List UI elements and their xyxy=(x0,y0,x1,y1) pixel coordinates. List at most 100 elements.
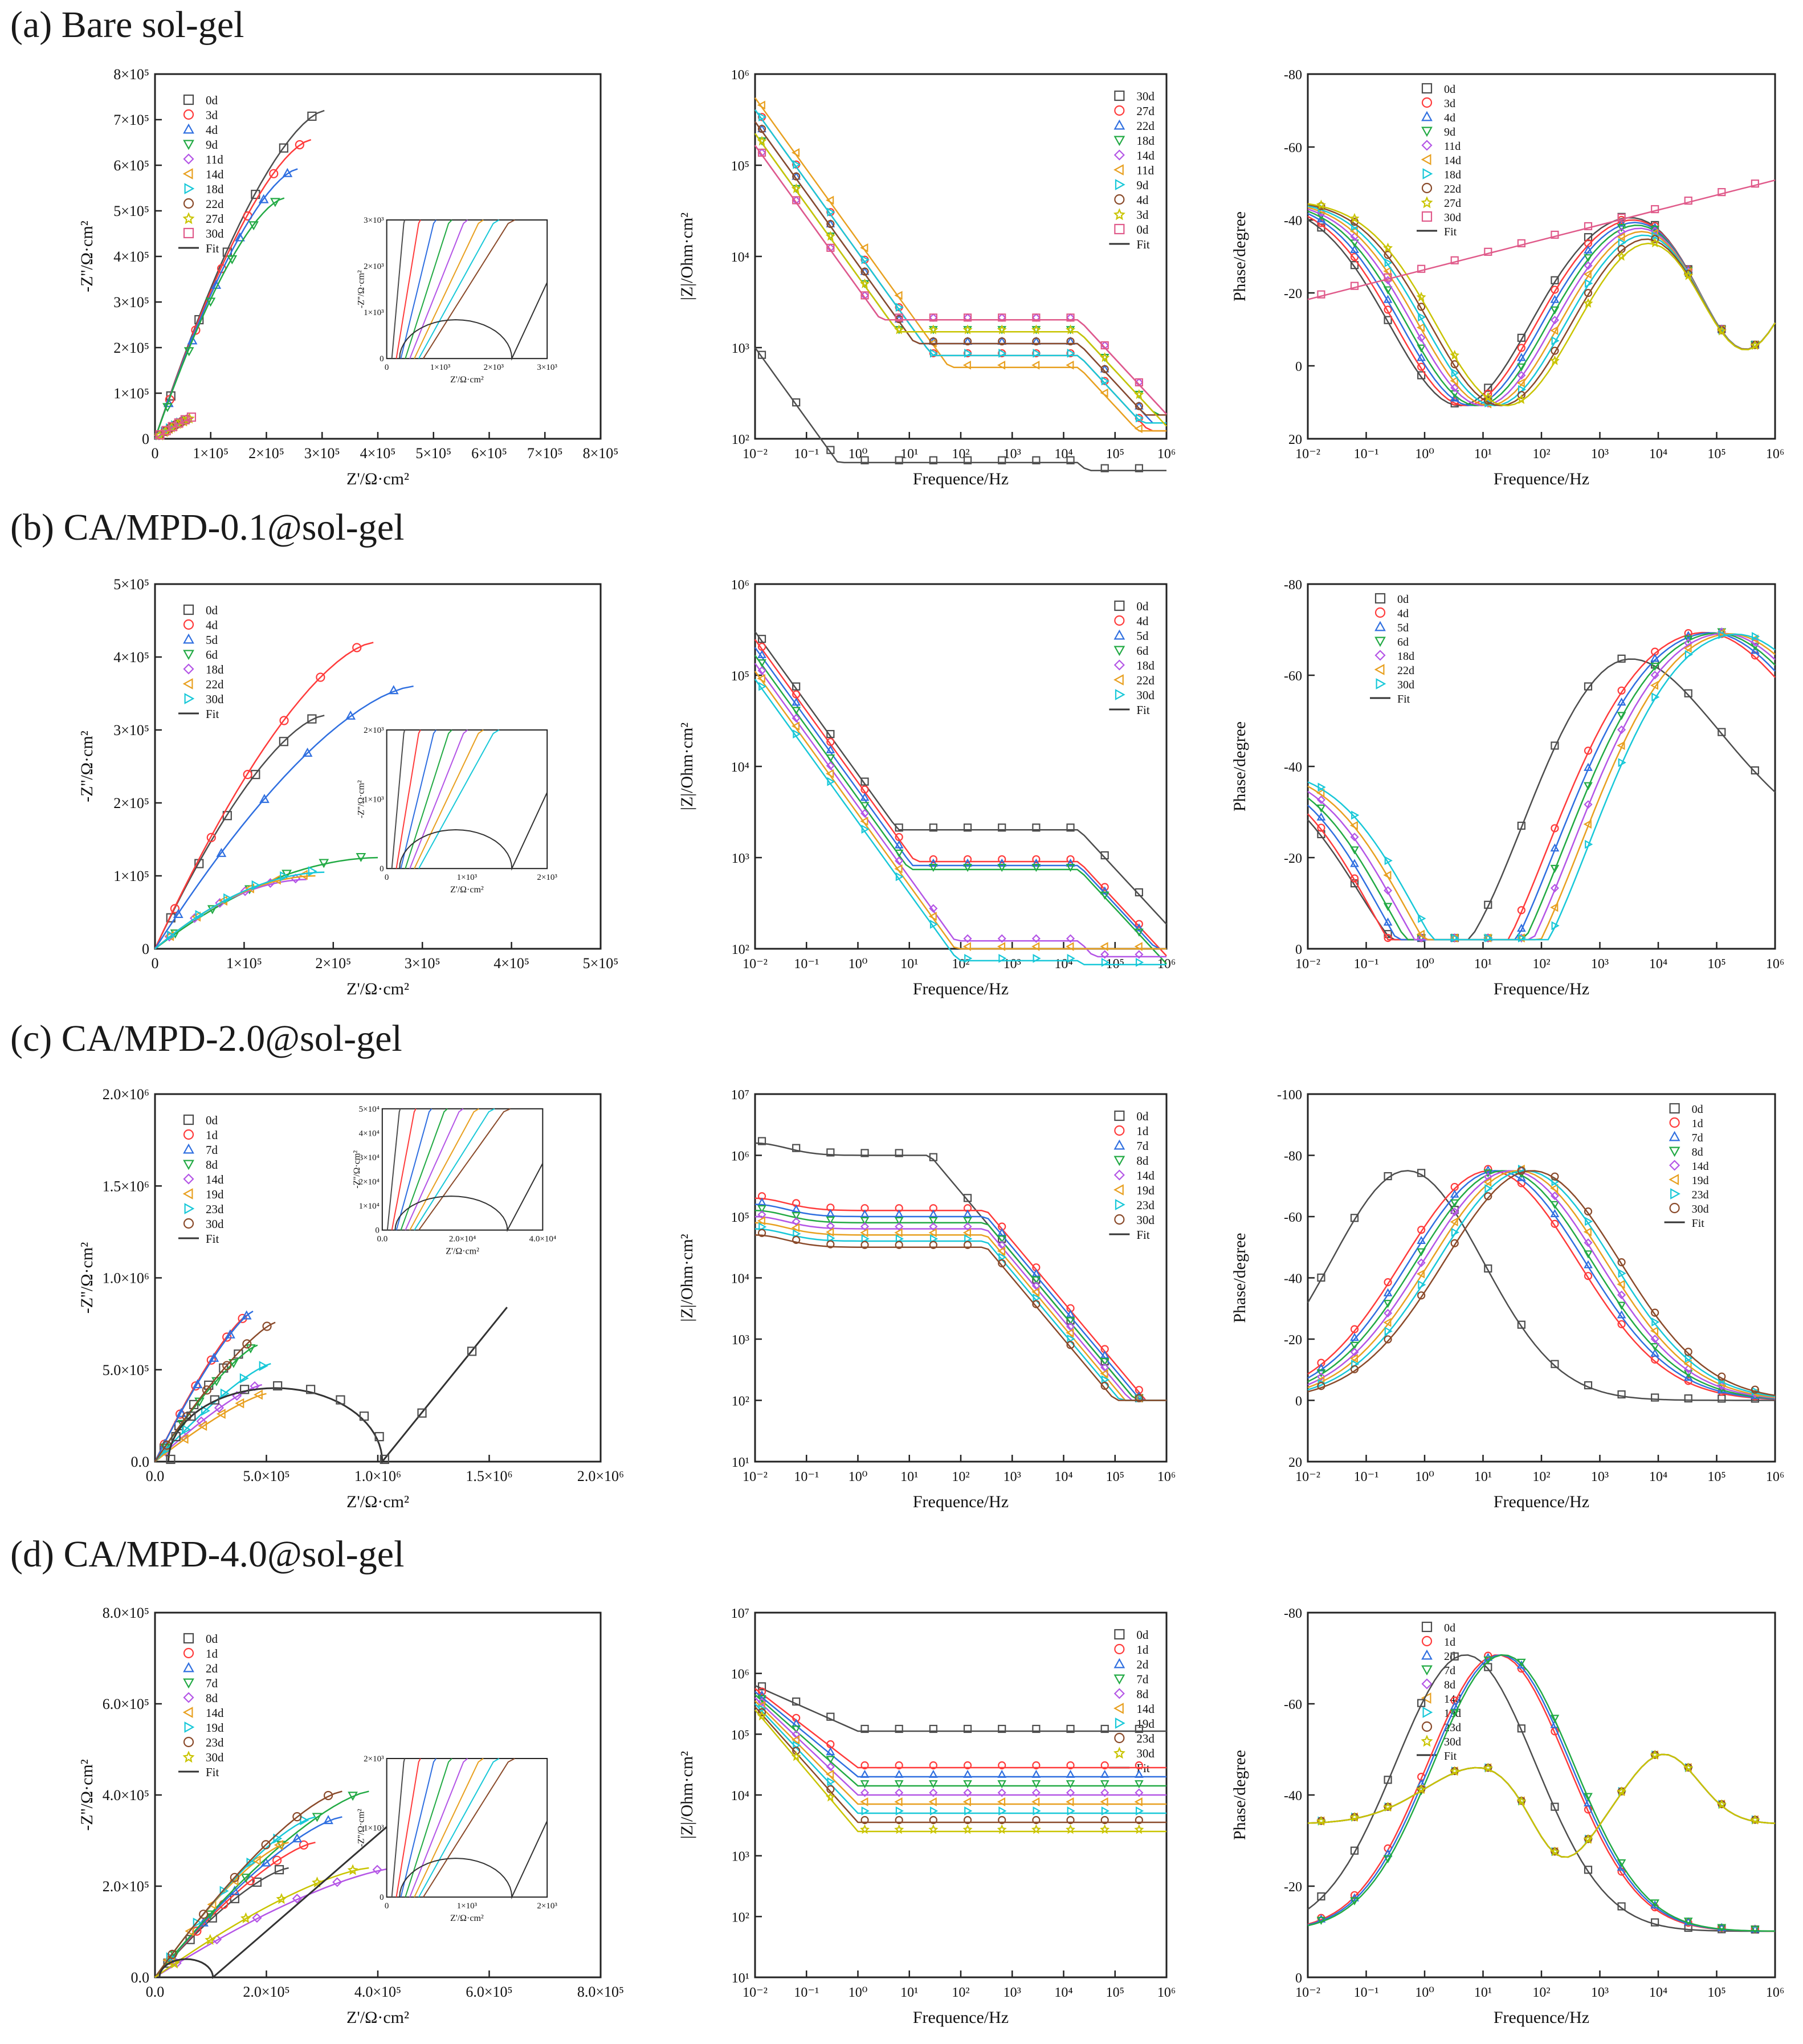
chart-b-bode-xtick-label: 10⁴ xyxy=(1054,957,1072,972)
chart-d-bode-legend-marker xyxy=(1113,1688,1125,1699)
chart-a-bode-data-point xyxy=(1066,313,1075,322)
chart-c-nyquist-data-point xyxy=(225,1329,235,1339)
chart-a-bode-data-point xyxy=(1100,464,1109,472)
chart-d-bode-ytick-label: 10³ xyxy=(732,1850,749,1865)
chart-d-phase-data-point xyxy=(1651,1918,1659,1927)
chart-b-phase-legend-label: 22d xyxy=(1397,664,1414,677)
chart-d-nyquist-data-point xyxy=(198,1917,209,1927)
chart-b-nyquist-legend-marker xyxy=(183,663,194,675)
chart-a-phase-data-point xyxy=(1417,371,1426,380)
chart-d-phase-xtick-label: 10¹ xyxy=(1474,1985,1492,2000)
chart-a-phase-ylabel: Phase/degree xyxy=(1230,211,1249,301)
chart-b-nyquist-fit-curve xyxy=(154,856,378,949)
chart-a-phase-data-point xyxy=(1383,242,1393,252)
chart-b-bode-data-point xyxy=(1032,855,1041,864)
chart-a-bode-data-point xyxy=(998,456,1006,464)
chart-a-phase-data-point xyxy=(1650,229,1659,238)
chart-d-bode-data-point xyxy=(1100,1780,1109,1789)
chart-a-bode-data-point xyxy=(757,350,766,359)
chart-c-bode-data-point xyxy=(860,1209,870,1218)
chart-b-bode-data-point xyxy=(861,825,870,834)
chart-a-bode-xtick-label: 10² xyxy=(952,447,969,462)
chart-c-nyquist-data-point xyxy=(262,1321,272,1331)
chart-c-phase-xtick-label: 10³ xyxy=(1591,1470,1609,1484)
chart-a-phase-data-point xyxy=(1550,316,1559,325)
chart-d-bode-data-point xyxy=(1134,1780,1144,1789)
chart-c-phase-xtick-label: 10⁻² xyxy=(1295,1470,1320,1484)
chart-c-phase-legend-marker xyxy=(1669,1147,1680,1157)
chart-b-phase-data-point xyxy=(1516,923,1526,932)
chart-b-phase-data-point xyxy=(1683,635,1693,644)
chart-d-bode-xtick-label: 10⁻² xyxy=(743,1985,768,2000)
chart-b-phase-data-point xyxy=(1617,741,1625,750)
chart-b-bode-fit-curve xyxy=(754,671,1166,950)
chart-b-nyquist-data-point xyxy=(259,794,270,803)
chart-b-phase-data-point xyxy=(1383,917,1393,926)
chart-d-phase-xtick-label: 10³ xyxy=(1591,1985,1609,2000)
chart-a-phase-data-point xyxy=(1584,261,1593,270)
chart-b-bode-data-point xyxy=(860,777,869,786)
chart-b-bode-data-point xyxy=(860,817,868,826)
chart-d-phase-data-point xyxy=(1584,1866,1593,1874)
chart-b-nyquist-inset-ytick-label: 0 xyxy=(380,864,384,874)
chart-c-phase-data-point xyxy=(1550,1201,1560,1209)
chart-d-bode-fit-curve xyxy=(754,1706,1166,1823)
chart-c-nyquist-data-point xyxy=(202,1385,212,1395)
chart-b-nyquist-legend-label: 18d xyxy=(206,663,224,676)
chart-c-bode-data-point xyxy=(1100,1350,1109,1359)
chart-c-phase-xtick-label: 10¹ xyxy=(1474,1470,1492,1484)
chart-d-bode-data-point xyxy=(826,1762,835,1772)
chart-b-bode-xtick-label: 10⁰ xyxy=(849,957,868,972)
chart-a-bode-data-point xyxy=(963,313,972,322)
chart-c-bode-legend-marker xyxy=(1115,1199,1125,1210)
chart-d-bode-data-point xyxy=(997,1788,1006,1797)
chart-b-nyquist-fit-curve xyxy=(154,642,374,949)
chart-b-bode-data-point xyxy=(1135,957,1144,967)
chart-d-phase-legend-label: 0d xyxy=(1444,1622,1455,1634)
chart-b-phase-xtick-label: 10⁴ xyxy=(1649,957,1667,972)
chart-c-bode-data-point xyxy=(894,1228,903,1238)
chart-d-phase-data-point xyxy=(1650,1899,1660,1908)
chart-a-nyquist-ytick-label: 1×10⁵ xyxy=(113,385,149,402)
chart-c-phase-data-point xyxy=(1417,1248,1426,1256)
chart-b-phase-data-point xyxy=(1718,728,1726,736)
chart-d-bode-data-point xyxy=(997,1780,1007,1789)
chart-d-phase-data-point xyxy=(1383,1801,1393,1812)
chart-c-nyquist-inset-ytick-label: 0 xyxy=(375,1226,380,1235)
chart-d-nyquist-inset-xtick-label: 1×10³ xyxy=(457,1902,478,1911)
chart-c-phase-data-point xyxy=(1650,1335,1659,1344)
chart-a-nyquist-data-point xyxy=(183,347,194,357)
chart-d-bode-data-point xyxy=(757,1682,766,1691)
chart-a-bode-data-point xyxy=(826,195,834,205)
chart-c-nyquist-legend-label: 8d xyxy=(206,1158,218,1172)
chart-c-nyquist-data-point xyxy=(210,1395,219,1405)
chart-c-bode-legend-marker xyxy=(1114,1214,1125,1225)
chart-a-phase-data-point xyxy=(1451,368,1459,378)
chart-a-phase-data-point xyxy=(1417,303,1426,311)
chart-d-nyquist-data-point xyxy=(261,1840,271,1850)
chart-a-bode-xtick-label: 10⁰ xyxy=(849,447,868,462)
chart-d-phase-data-point xyxy=(1716,1799,1727,1809)
chart-c-nyquist-data-point xyxy=(171,1432,181,1442)
chart-b-nyquist-legend-marker xyxy=(183,633,194,644)
chart-d-nyquist-legend-marker xyxy=(183,1736,194,1748)
chart-d-nyquist-legend-label: 2d xyxy=(206,1662,218,1675)
chart-a-phase-xtick-label: 10⁻¹ xyxy=(1354,447,1379,462)
chart-a-phase-data-point xyxy=(1349,213,1360,223)
chart-c-bode-data-point xyxy=(757,1197,766,1206)
chart-c-phase-data-point xyxy=(1650,1348,1660,1357)
chart-b-nyquist-ytick-label: 0 xyxy=(142,941,149,957)
chart-c-nyquist-inset-xtick-label: 0.0 xyxy=(377,1235,387,1244)
chart-d-nyquist-xtick-label: 0.0 xyxy=(146,1984,165,2000)
chart-b-nyquist-ytick-label: 3×10⁵ xyxy=(113,722,149,739)
chart-c-phase-data-point xyxy=(1584,1207,1593,1216)
chart-b-nyquist-legend-marker xyxy=(184,693,195,704)
chart-a-phase-data-point xyxy=(1384,305,1392,314)
chart-d-phase-data-point xyxy=(1350,1891,1359,1899)
chart-a-phase-data-point xyxy=(1384,273,1392,281)
chart-c-phase-data-point xyxy=(1683,1359,1692,1369)
chart-a-bode-data-point xyxy=(962,324,973,334)
chart-c-phase-data-point xyxy=(1617,1320,1626,1328)
chart-c-nyquist-legend-label: 23d xyxy=(206,1202,224,1216)
chart-b-phase-data-point xyxy=(1350,846,1359,855)
